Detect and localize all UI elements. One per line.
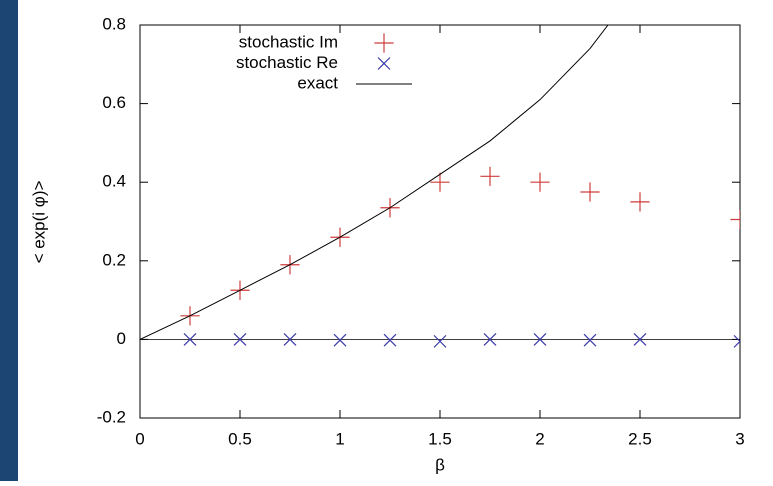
cross-marker <box>483 332 497 346</box>
cross-marker <box>183 332 197 346</box>
plus-marker <box>580 182 600 202</box>
y-tick-label: 0.2 <box>102 250 126 269</box>
x-axis-label: β <box>435 455 445 474</box>
cross-marker <box>583 333 597 347</box>
side-strip <box>0 0 18 481</box>
exact-line <box>140 25 609 340</box>
legend-label: stochastic Im <box>239 32 338 51</box>
legend-label: exact <box>297 73 338 92</box>
cross-marker <box>733 334 740 348</box>
plus-marker <box>630 192 650 212</box>
plus-marker <box>480 166 500 186</box>
y-tick-label: 0.8 <box>102 14 126 33</box>
y-tick-label: -0.2 <box>97 407 126 426</box>
cross-marker <box>383 333 397 347</box>
cross-marker <box>377 57 391 70</box>
x-tick-label: 3 <box>735 429 744 448</box>
x-tick-label: 2.5 <box>628 429 652 448</box>
plot-area <box>140 25 740 348</box>
x-tick-label: 2 <box>535 429 544 448</box>
cross-marker <box>333 333 347 347</box>
cross-marker <box>533 332 547 346</box>
plus-marker <box>374 33 394 53</box>
x-tick-label: 1 <box>335 429 344 448</box>
x-tick-label: 0.5 <box>228 429 252 448</box>
cross-marker <box>283 332 297 346</box>
legend-label: stochastic Re <box>236 53 338 72</box>
x-tick-label: 1.5 <box>428 429 452 448</box>
y-tick-label: 0.4 <box>102 172 126 191</box>
y-axis-label: < exp(i φ)> <box>29 181 48 264</box>
plus-marker <box>430 172 450 192</box>
plot-frame <box>139 24 741 419</box>
y-tick-label: 0 <box>117 329 126 348</box>
x-tick-label: 0 <box>135 429 144 448</box>
cross-marker <box>233 332 247 346</box>
y-tick-label: 0.6 <box>102 93 126 112</box>
plus-marker <box>730 209 740 230</box>
plus-marker <box>530 172 550 192</box>
cross-marker <box>433 334 447 348</box>
cross-marker <box>633 332 647 346</box>
